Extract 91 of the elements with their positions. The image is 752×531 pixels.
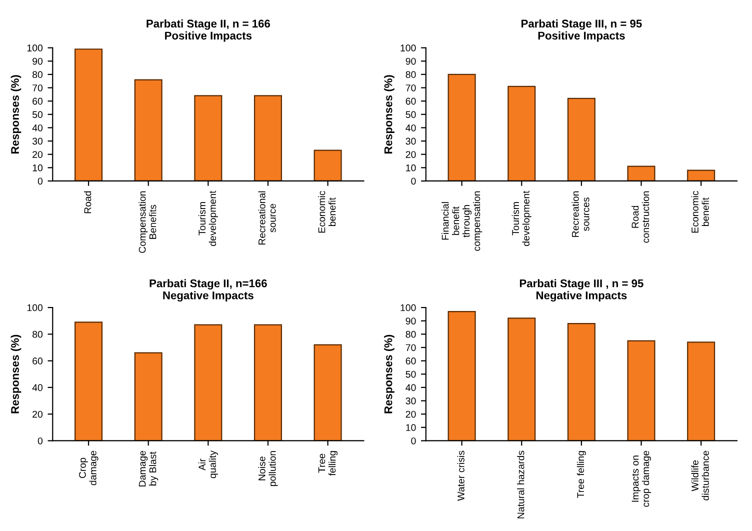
y-tick-label: 70	[406, 84, 416, 92]
chart-title: Parbati Stage III , n = 95	[520, 279, 644, 290]
bar	[254, 95, 282, 181]
x-tick-label: Air quality	[198, 450, 218, 478]
y-tick-label: 100	[400, 304, 416, 312]
x-tick-label: Road construction	[631, 191, 650, 243]
y-tick-label: 20	[32, 410, 43, 418]
y-axis-title: Responses (%)	[10, 75, 22, 154]
bar	[314, 344, 342, 441]
bar	[627, 340, 656, 441]
bar	[134, 352, 162, 441]
bar	[254, 324, 282, 441]
y-axis-title: Responses (%)	[384, 75, 394, 154]
x-tick-label: Tourism development	[512, 190, 532, 246]
chart-title: Parbati Stage II, n=166	[150, 279, 267, 290]
x-tick-label: Crop damage	[79, 450, 98, 486]
bar	[627, 166, 656, 181]
y-tick-label: 100	[27, 304, 43, 312]
x-tick-label: Financial benefit through compensation	[442, 191, 482, 251]
chart-title: Parbati Stage II, n = 166	[146, 19, 270, 30]
y-tick-label: 20	[406, 151, 416, 158]
bar	[194, 324, 222, 441]
x-tick-label: Damage by Blast	[138, 450, 158, 486]
y-tick-label: 80	[406, 330, 416, 338]
y-tick-label: 80	[32, 71, 43, 78]
bar	[448, 74, 476, 181]
y-tick-label: 30	[406, 138, 416, 145]
y-axis-title: Responses (%)	[384, 334, 394, 414]
y-tick-label: 0	[38, 437, 43, 444]
x-tick-label: Tree felling	[318, 451, 338, 476]
y-tick-label: 40	[406, 384, 416, 392]
y-tick-label: 60	[406, 98, 416, 105]
y-tick-label: 0	[38, 178, 43, 185]
y-tick-label: 30	[32, 138, 43, 145]
bar	[567, 98, 596, 181]
bar	[314, 150, 342, 181]
bar	[567, 322, 596, 441]
x-tick-label: Recreational source	[258, 191, 276, 244]
x-tick-label: Water crisis	[457, 450, 464, 501]
y-tick-label: 10	[406, 424, 416, 432]
chart-subtitle: Positive Impacts	[538, 31, 625, 42]
y-tick-label: 0	[411, 178, 416, 185]
bar	[687, 342, 716, 441]
y-tick-label: 70	[32, 84, 43, 92]
y-tick-label: 0	[411, 437, 416, 444]
y-tick-label: 30	[406, 398, 416, 404]
y-tick-label: 10	[406, 164, 416, 172]
x-tick-label: Compensation Benefits	[138, 191, 156, 253]
x-tick-label: Wildlife disturbance	[691, 450, 709, 500]
bar	[74, 48, 103, 181]
chart-subtitle: Positive Impacts	[165, 31, 252, 42]
y-tick-label: 50	[406, 111, 416, 118]
x-tick-label: Noise pollution	[258, 451, 278, 486]
y-tick-label: 50	[32, 111, 43, 118]
y-tick-label: 100	[400, 44, 416, 52]
x-tick-label: Tourism development	[198, 190, 218, 246]
x-tick-label: Economic benefit	[691, 190, 709, 233]
bar	[508, 86, 536, 181]
y-tick-label: 70	[406, 344, 416, 352]
y-tick-label: 90	[406, 58, 416, 65]
chart-subtitle: Negative Impacts	[536, 291, 627, 302]
y-tick-label: 40	[32, 124, 43, 132]
y-tick-label: 20	[406, 410, 416, 418]
x-tick-label: Road	[84, 191, 92, 214]
bar	[448, 310, 476, 441]
y-tick-label: 60	[32, 98, 43, 105]
x-tick-label: Natural hazards	[517, 450, 524, 518]
bar	[508, 318, 536, 441]
y-tick-label: 90	[32, 58, 43, 65]
x-tick-label: Recreation sources	[572, 191, 590, 237]
x-tick-label: Impacts on crop damage	[632, 450, 652, 507]
bar	[687, 170, 716, 181]
y-tick-label: 40	[32, 384, 43, 392]
y-tick-label: 80	[406, 71, 416, 78]
y-tick-label: 100	[27, 44, 43, 52]
y-tick-label: 40	[406, 124, 416, 132]
chart-subtitle: Negative Impacts	[163, 291, 254, 302]
y-axis-title: Responses (%)	[10, 334, 22, 414]
x-tick-label: Economic benefit	[318, 190, 336, 233]
chart-title: Parbati Stage III, n = 95	[522, 19, 642, 30]
x-tick-label: Tree felling	[576, 451, 586, 498]
y-tick-label: 50	[406, 370, 416, 378]
bar	[74, 322, 103, 441]
y-tick-label: 90	[406, 318, 416, 324]
bar	[134, 79, 162, 181]
y-tick-label: 10	[32, 164, 43, 172]
bar	[194, 95, 222, 181]
y-tick-label: 80	[32, 330, 43, 338]
y-tick-label: 60	[32, 358, 43, 364]
y-tick-label: 60	[406, 358, 416, 364]
y-tick-label: 20	[32, 151, 43, 158]
